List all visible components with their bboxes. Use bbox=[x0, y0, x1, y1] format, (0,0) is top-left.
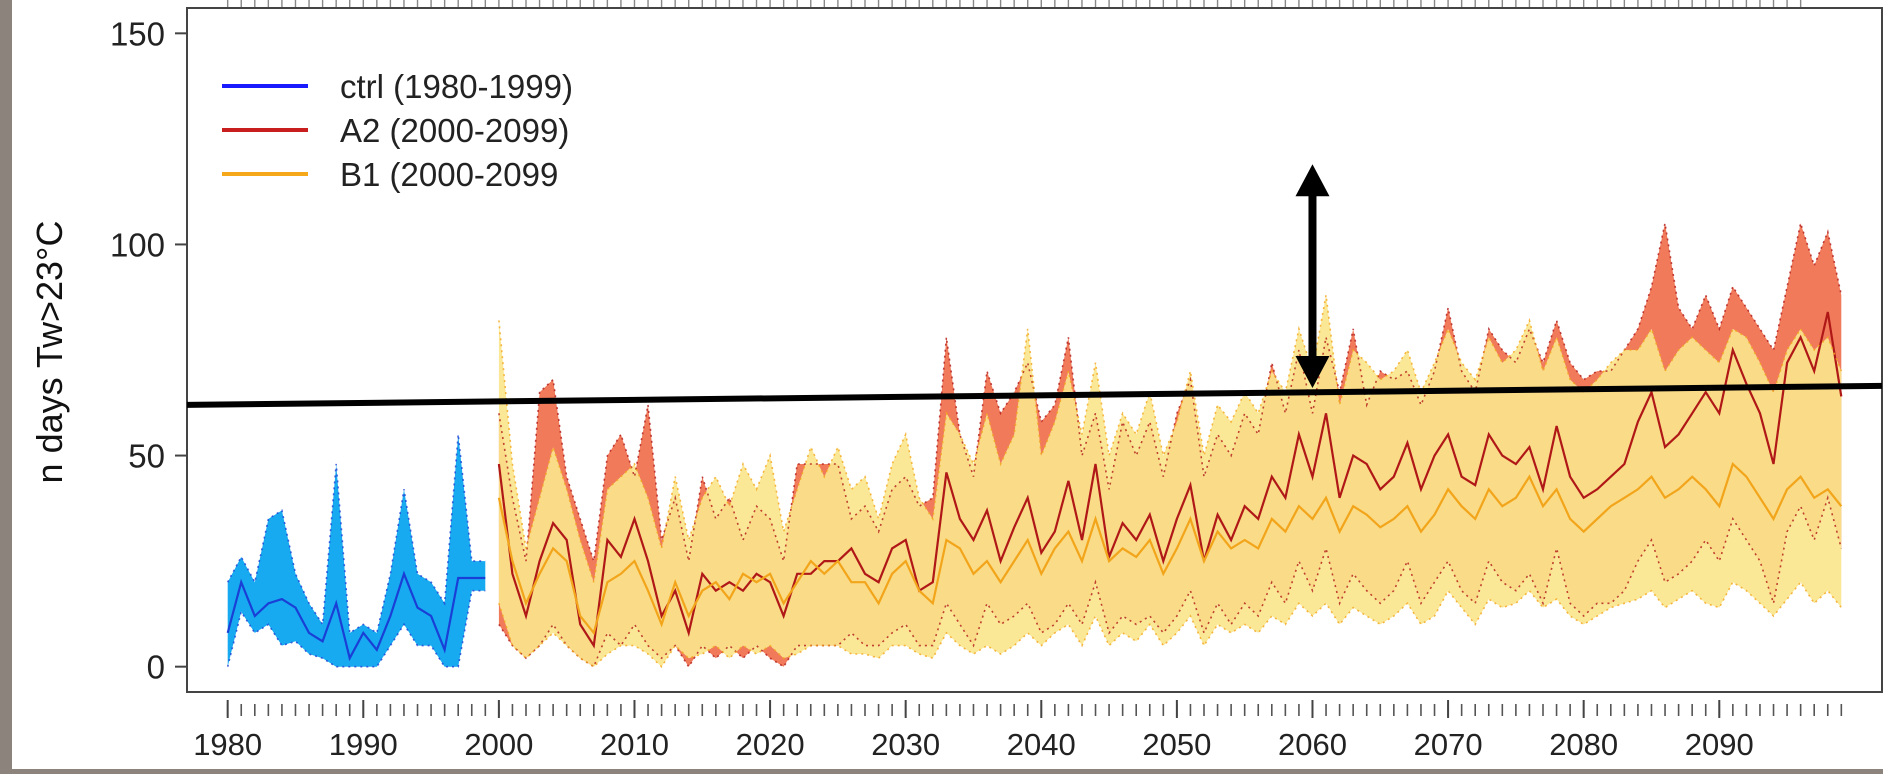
ctrl-mean-line bbox=[226, 570, 486, 662]
x-tick-label: 1990 bbox=[329, 727, 398, 762]
b1-mean-line bbox=[497, 462, 1843, 636]
top-minor-ticks bbox=[226, 0, 1802, 7]
annotations bbox=[186, 164, 1883, 408]
y-axis: 0 50 100 150 bbox=[110, 15, 187, 686]
plot-frame bbox=[186, 7, 1883, 693]
x-axis: 1980 1990 2000 2010 2020 2030 2040 2050 2060 2070… bbox=[193, 700, 1843, 762]
x-tick-label: 2050 bbox=[1142, 727, 1211, 762]
series-lines bbox=[226, 220, 1843, 669]
x-tick-label: 2080 bbox=[1549, 727, 1618, 762]
y-tick-label: 50 bbox=[128, 438, 165, 475]
legend-label: B1 (2000-2099 bbox=[340, 156, 558, 193]
arrow-head-down bbox=[1295, 356, 1330, 388]
y-tick-label: 0 bbox=[147, 649, 165, 686]
x-tick-label: 2060 bbox=[1278, 727, 1347, 762]
b1-lower-dotted-line bbox=[498, 580, 1842, 668]
ctrl-lower-dotted-line bbox=[226, 589, 486, 668]
x-tick-label: 2090 bbox=[1685, 727, 1754, 762]
legend: ctrl (1980-1999) A2 (2000-2099) B1 (2000-2… bbox=[222, 68, 573, 193]
legend-label: A2 (2000-2099) bbox=[340, 112, 569, 149]
x-tick-label: 1980 bbox=[193, 727, 262, 762]
x-tick-label: 2070 bbox=[1414, 727, 1483, 762]
x-tick-label: 2000 bbox=[464, 727, 533, 762]
arrow-head-up bbox=[1295, 164, 1330, 197]
x-tick-label: 2040 bbox=[1007, 727, 1076, 762]
y-axis-label: n days Tw>23°C bbox=[29, 221, 70, 484]
y-tick-label: 100 bbox=[110, 226, 165, 263]
reference-line bbox=[186, 382, 1883, 408]
b1-upper-dotted-line bbox=[498, 294, 1843, 583]
x-tick-label: 2030 bbox=[871, 727, 940, 762]
x-tick-label: 2020 bbox=[736, 727, 805, 762]
x-tick-label: 2010 bbox=[600, 727, 669, 762]
y-tick-label: 150 bbox=[110, 15, 165, 52]
legend-label: ctrl (1980-1999) bbox=[340, 68, 573, 105]
a2-mean-line bbox=[497, 311, 1843, 649]
